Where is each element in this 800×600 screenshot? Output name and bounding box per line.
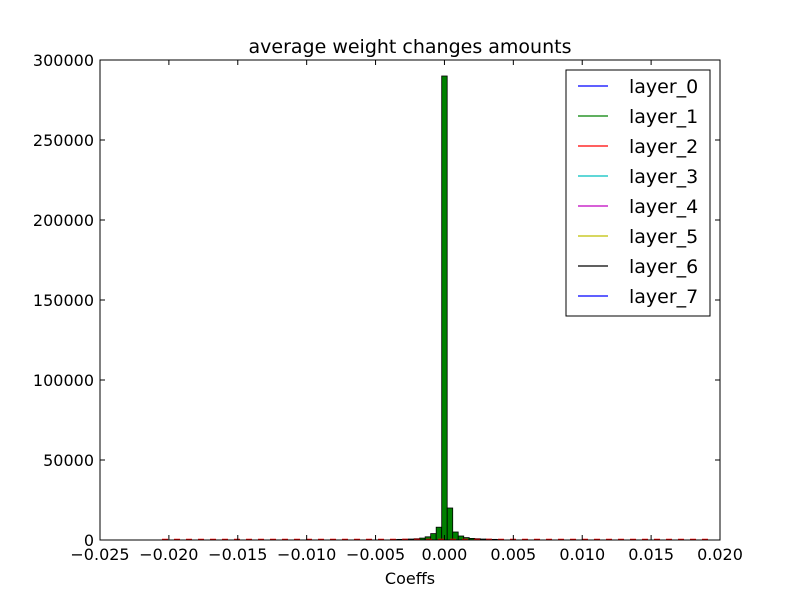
histogram-bar-8 [435, 526, 443, 541]
y-tick-label: 50000 [43, 451, 94, 470]
y-tick-label: 0 [84, 531, 94, 550]
x-tick-label: 0.015 [628, 545, 674, 564]
y-tick-label: 300000 [33, 51, 94, 70]
x-axis: −0.025 −0.020 −0.015 −0.010 −0.005 0.000 0.005… [70, 60, 743, 564]
histogram-bar-10 [446, 507, 454, 541]
legend-label-layer_2: layer_2 [629, 136, 698, 158]
x-tick-label: −0.015 [208, 545, 267, 564]
legend: layer_0 layer_1 layer_2 layer_3 layer_4layer… [565, 69, 711, 317]
y-tick-label: 200000 [33, 211, 94, 230]
x-tick-label: −0.025 [70, 545, 129, 564]
chart-title: average weight changes amounts [249, 36, 572, 58]
legend-box [565, 69, 711, 317]
y-tick-label: 100000 [33, 371, 94, 390]
y-axis: 0 50000 100000 150000 200000 250000 300000 [33, 51, 720, 550]
legend-label-layer_6: layer_6 [629, 256, 698, 278]
legend-label-layer_7: layer_7 [629, 286, 698, 308]
legend-label-layer_1: layer_1 [629, 106, 698, 128]
x-axis-label: Coeffs [385, 569, 435, 588]
histogram-bar-9 [441, 75, 448, 541]
x-tick-label: 0.020 [697, 545, 743, 564]
x-tick-label: 0.000 [422, 545, 468, 564]
x-tick-label: −0.020 [139, 545, 198, 564]
x-tick-label: 0.010 [559, 545, 605, 564]
legend-label-layer_0: layer_0 [629, 76, 698, 98]
legend-label-layer_5: layer_5 [629, 226, 698, 248]
y-tick-label: 150000 [33, 291, 94, 310]
legend-label-layer_4: layer_4 [629, 196, 698, 218]
x-tick-label: −0.005 [346, 545, 405, 564]
x-tick-label: −0.010 [277, 545, 336, 564]
legend-label-layer_3: layer_3 [629, 166, 698, 188]
x-tick-label: 0.005 [490, 545, 536, 564]
y-tick-label: 250000 [33, 131, 94, 150]
